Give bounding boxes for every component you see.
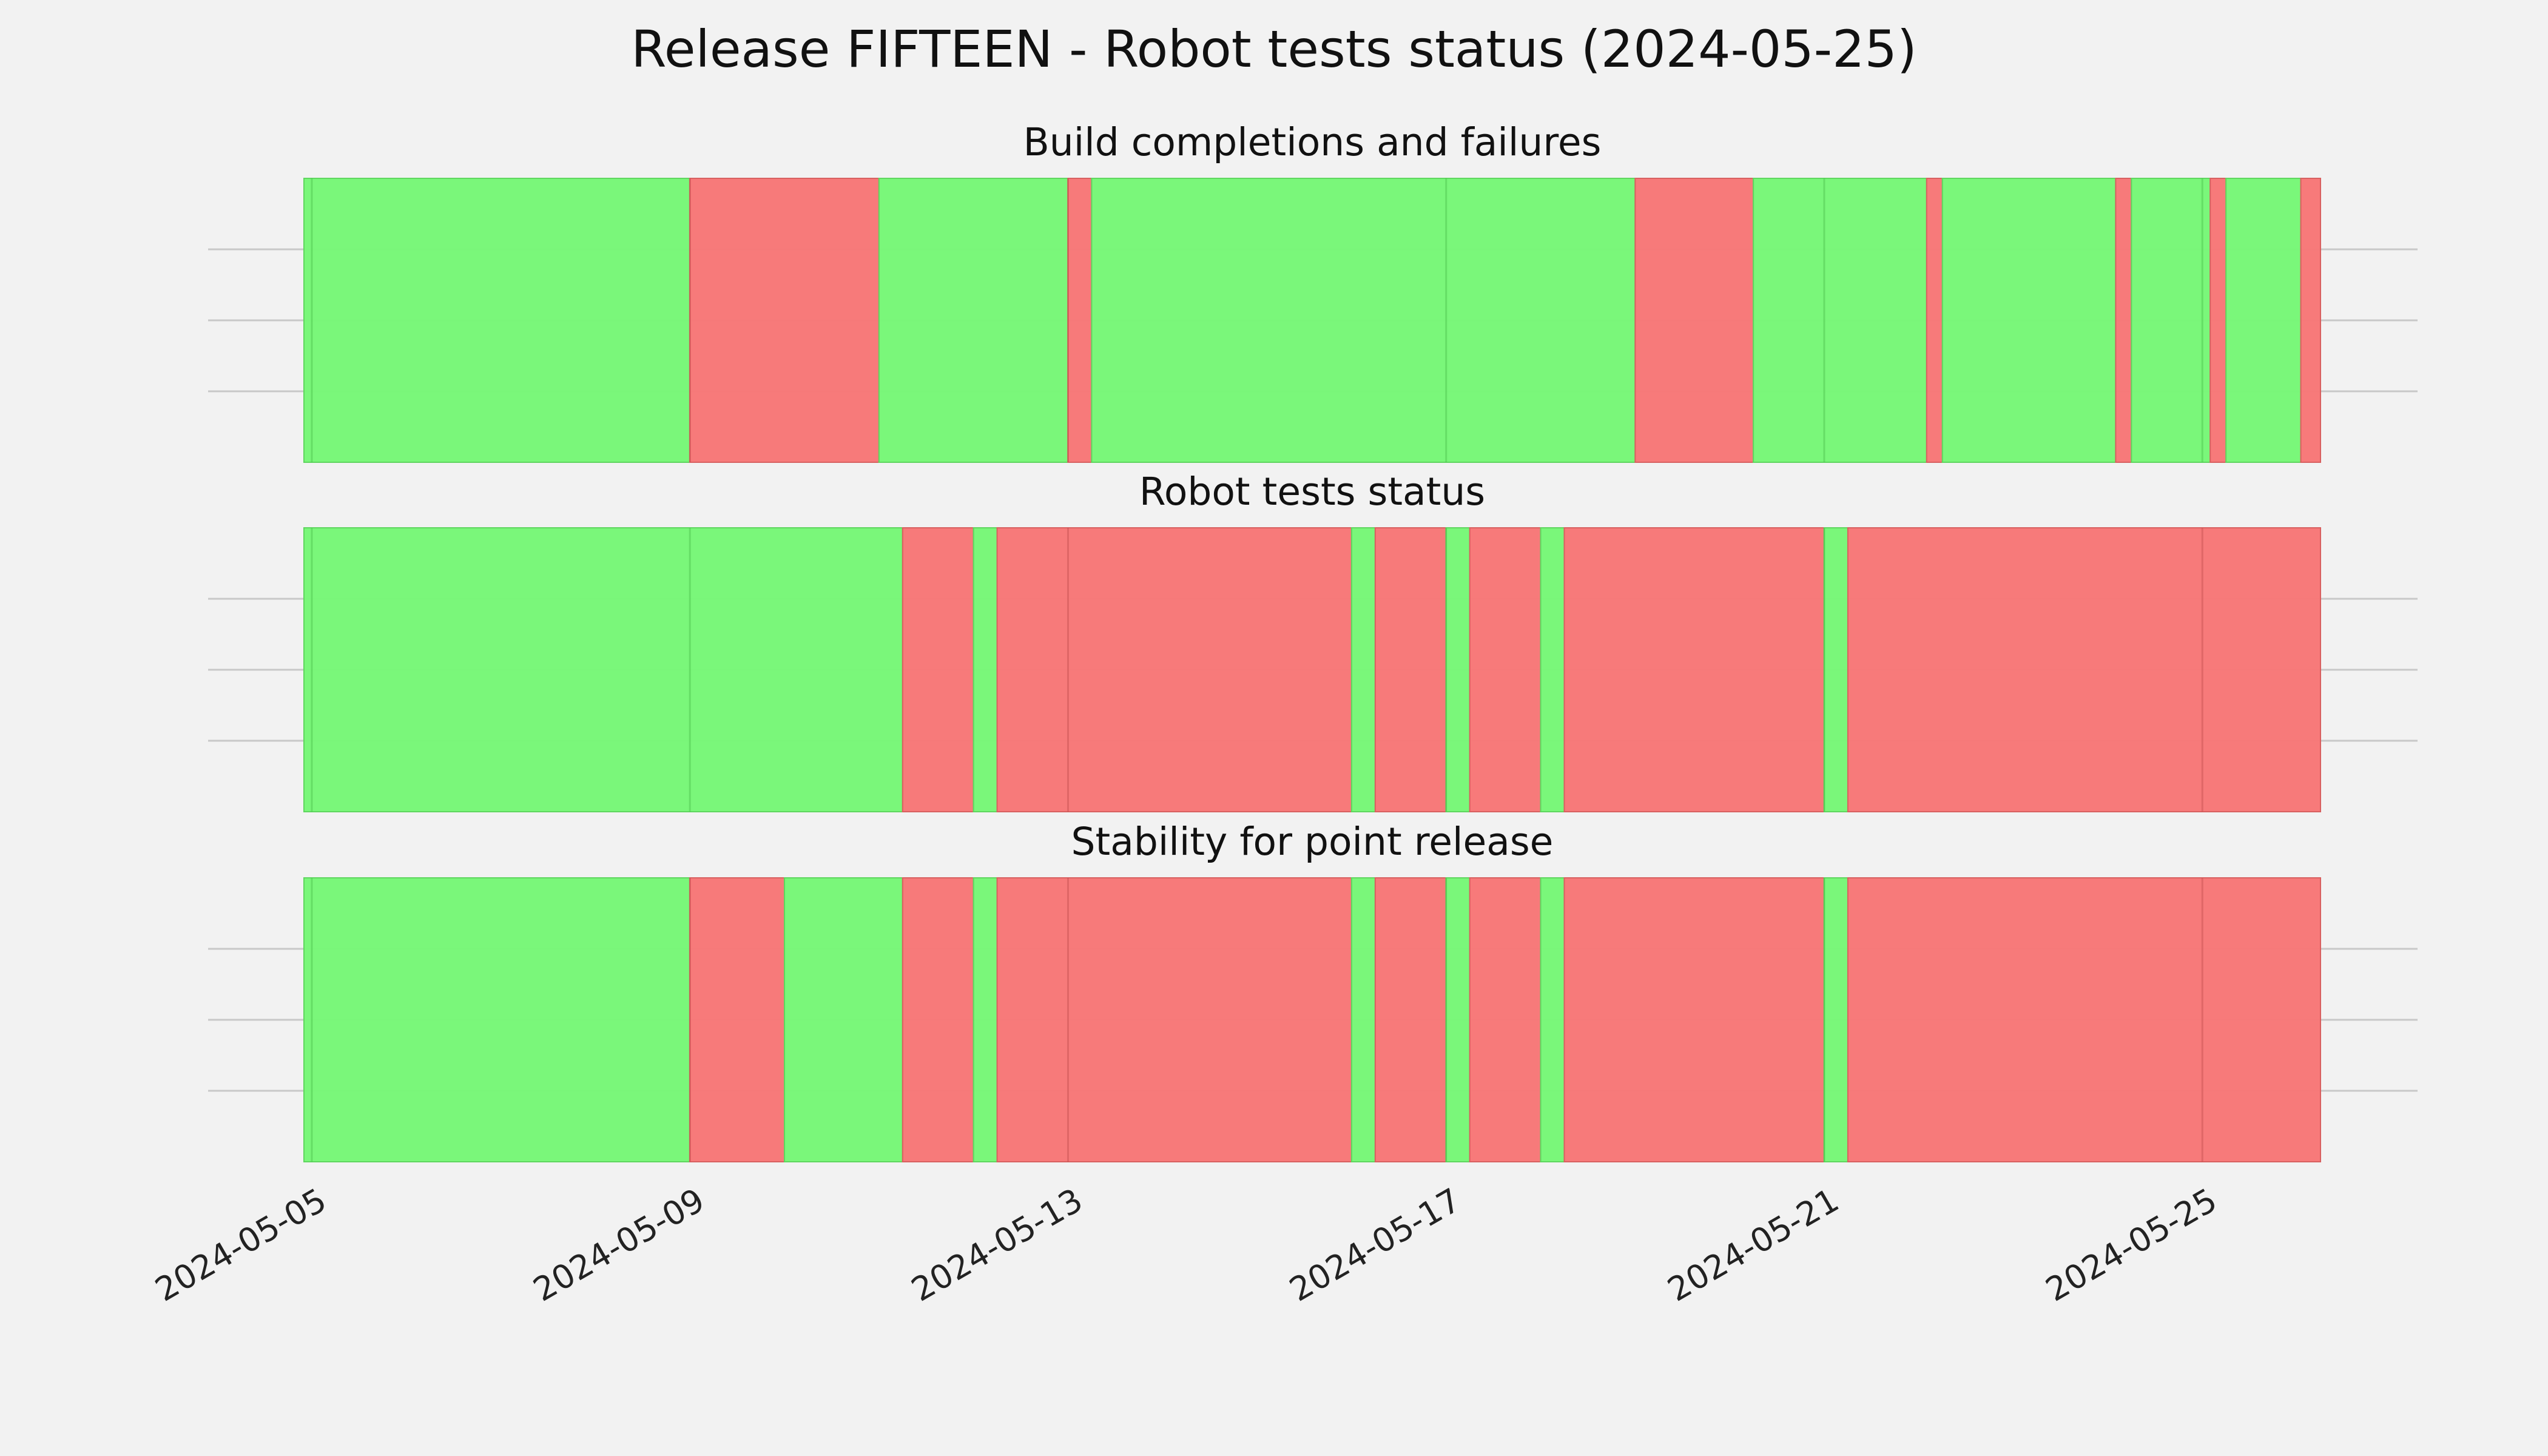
segment-fail — [1847, 527, 2321, 812]
segment-fail — [1469, 527, 1542, 812]
segment-fail — [902, 877, 974, 1162]
segment-pass — [972, 877, 998, 1162]
segment-fail — [689, 178, 880, 463]
segment-pass — [1350, 527, 1376, 812]
segment-fail — [1847, 877, 2321, 1162]
segment-fail — [689, 877, 786, 1162]
segment-fail — [1563, 527, 1825, 812]
x-tick-label: 2024-05-17 — [1283, 1181, 1467, 1309]
x-tick-label: 2024-05-13 — [905, 1181, 1089, 1309]
segment-pass — [1823, 877, 1849, 1162]
segment-pass — [1445, 877, 1471, 1162]
segment-fail — [996, 527, 1352, 812]
segment-pass — [1091, 178, 1636, 463]
segment-pass — [1941, 178, 2117, 463]
segment-fail — [2115, 178, 2132, 463]
panel-2: Robot tests status — [208, 470, 2418, 812]
segment-fail — [1563, 877, 1825, 1162]
segment-pass — [878, 178, 1069, 463]
panel-title: Stability for point release — [1071, 820, 1554, 864]
x-tick-label: 2024-05-25 — [2039, 1181, 2223, 1309]
segment-pass — [2225, 178, 2302, 463]
segment-fail — [1374, 877, 1447, 1162]
x-tick-label: 2024-05-05 — [149, 1181, 332, 1309]
panel-title: Robot tests status — [1139, 470, 1485, 514]
segment-fail — [1469, 877, 1542, 1162]
segment-pass — [1823, 527, 1849, 812]
x-axis: 2024-05-05 2024-05-09 2024-05-13 2024-05-17… — [149, 1181, 2223, 1309]
segment-pass — [303, 877, 691, 1162]
segment-pass — [1445, 527, 1471, 812]
panel-1: Build completions and failures — [208, 120, 2418, 463]
segment-pass — [303, 178, 691, 463]
segment-fail — [996, 877, 1352, 1162]
segment-fail — [2300, 178, 2321, 463]
segment-fail — [1374, 527, 1447, 812]
segment-fail — [1634, 178, 1754, 463]
segment-fail — [1926, 178, 1943, 463]
panel-title: Build completions and failures — [1023, 120, 1602, 164]
segment-pass — [2131, 178, 2211, 463]
segment-pass — [1540, 877, 1565, 1162]
x-tick-label: 2024-05-21 — [1661, 1181, 1845, 1309]
segment-fail — [902, 527, 974, 812]
segment-pass — [1753, 178, 1927, 463]
segment-pass — [972, 527, 998, 812]
chart-title: Release FIFTEEN - Robot tests status (20… — [631, 19, 1916, 79]
segment-fail — [1067, 178, 1093, 463]
segment-fail — [2209, 178, 2227, 463]
segment-pass — [1540, 527, 1565, 812]
chart-panels: Build completions and failures Robot test… — [208, 120, 2418, 1162]
panel-3: Stability for point release — [208, 820, 2418, 1162]
x-tick-label: 2024-05-09 — [527, 1181, 710, 1309]
segment-pass — [303, 527, 903, 812]
segment-pass — [784, 877, 903, 1162]
segment-pass — [1350, 877, 1376, 1162]
